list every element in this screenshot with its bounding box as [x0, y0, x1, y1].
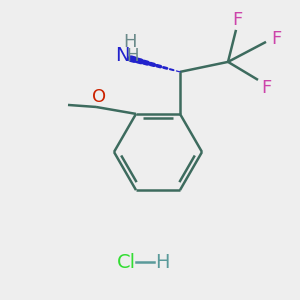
Text: F: F — [232, 11, 242, 29]
Text: H: H — [123, 33, 137, 51]
Text: F: F — [271, 30, 281, 48]
Text: H: H — [155, 253, 169, 272]
Text: F: F — [261, 79, 271, 97]
Text: Cl: Cl — [116, 253, 136, 272]
Text: N: N — [115, 46, 129, 65]
Text: H: H — [127, 47, 139, 65]
Text: O: O — [92, 88, 106, 106]
